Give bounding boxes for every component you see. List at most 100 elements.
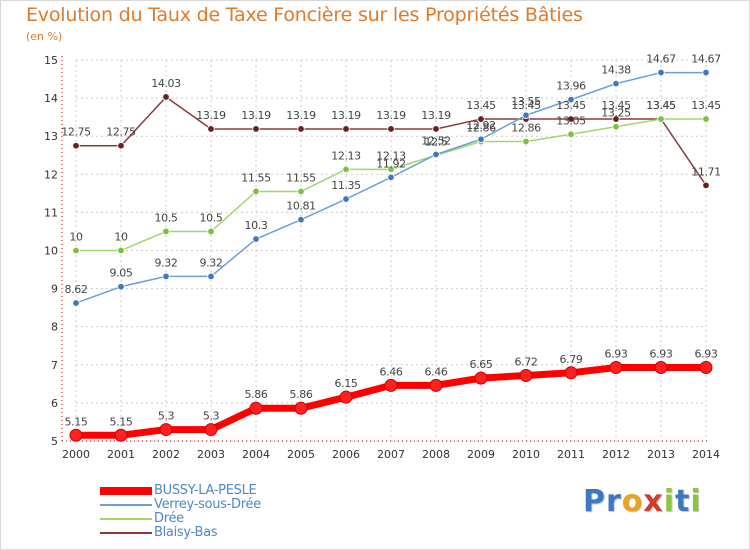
data-point-bussy-la-pesle [339,390,353,404]
data-point-bussy-la-pesle [294,401,308,415]
data-label-verrey-sous-dr-e: 10.81 [286,200,316,213]
data-label-blaisy-bas: 13.19 [421,109,451,122]
data-point-bussy-la-pesle [654,360,668,374]
data-label-bussy-la-pesle: 5.86 [290,388,313,401]
data-point-dr-e [702,115,710,123]
logo-letter-1: r [606,484,622,519]
data-point-blaisy-bas [252,125,260,133]
data-label-verrey-sous-dr-e: 12.52 [421,134,451,147]
proxiti-logo: Proxiti [583,484,702,519]
data-point-blaisy-bas [162,93,170,101]
data-point-dr-e [657,115,665,123]
data-point-blaisy-bas [297,125,305,133]
data-point-dr-e [162,227,170,236]
data-point-bussy-la-pesle [519,368,533,382]
data-label-verrey-sous-dr-e: 11.35 [331,179,361,192]
data-point-verrey-sous-dr-e [72,299,80,307]
y-tick-label: 8 [51,321,58,334]
data-point-bussy-la-pesle [114,428,128,442]
data-label-blaisy-bas: 14.03 [151,77,181,90]
data-point-blaisy-bas [117,142,125,150]
data-point-blaisy-bas [567,115,575,123]
data-label-verrey-sous-dr-e: 13.55 [511,95,541,108]
data-label-dr-e: 12.13 [376,149,406,162]
data-point-blaisy-bas [612,115,620,123]
data-label-bussy-la-pesle: 6.72 [515,355,538,368]
data-label-bussy-la-pesle: 6.65 [470,358,493,371]
y-tick-label: 6 [51,397,58,410]
x-tick-label: 2013 [647,448,675,461]
chart-title: Evolution du Taux de Taxe Foncière sur l… [26,4,583,26]
data-label-dr-e: 13.05 [556,114,586,127]
y-tick-label: 15 [44,54,58,67]
data-point-bussy-la-pesle [429,378,443,392]
data-label-verrey-sous-dr-e: 12.92 [466,119,496,132]
legend-label-bussy-la-pesle: BUSSY-LA-PESLE [154,483,257,498]
data-label-bussy-la-pesle: 6.46 [425,365,448,378]
y-tick-label: 11 [44,206,58,219]
data-label-verrey-sous-dr-e: 14.67 [646,53,676,66]
legend-swatch-blaisy-bas [100,532,152,534]
data-label-bussy-la-pesle: 5.86 [245,388,268,401]
data-point-dr-e [387,165,395,174]
x-tick-label: 2004 [242,448,270,461]
data-label-bussy-la-pesle: 6.93 [605,347,628,360]
data-label-dr-e: 11.55 [286,171,316,184]
data-label-dr-e: 10 [114,231,128,244]
x-tick-label: 2001 [107,448,135,461]
legend-label-dree: Drée [154,511,184,526]
data-label-dr-e: 13.45 [691,99,721,112]
data-label-blaisy-bas: 13.19 [376,109,406,122]
data-point-blaisy-bas [72,142,80,150]
data-label-verrey-sous-dr-e: 9.05 [110,267,133,280]
x-tick-label: 2003 [197,448,225,461]
x-tick-label: 2010 [512,448,540,461]
data-point-verrey-sous-dr-e [657,68,665,77]
data-label-verrey-sous-dr-e: 14.38 [601,64,631,77]
data-label-blaisy-bas: 12.75 [106,126,136,139]
data-point-bussy-la-pesle [69,428,83,442]
data-label-dr-e: 12.5 [425,135,448,148]
data-point-verrey-sous-dr-e [162,272,170,281]
data-label-dr-e: 10.5 [200,211,223,224]
logo-letter-3: x [643,484,664,519]
data-label-verrey-sous-dr-e: 11.92 [376,157,406,170]
data-point-blaisy-bas [477,115,485,123]
legend-swatch-verrey-sous-dree [100,504,152,506]
data-label-dr-e: 13.25 [601,107,631,120]
data-label-blaisy-bas: 13.45 [511,99,541,112]
data-label-blaisy-bas: 13.45 [556,99,586,112]
x-tick-label: 2006 [332,448,360,461]
data-label-dr-e: 10 [69,231,83,244]
x-tick-label: 2014 [692,448,720,461]
x-tick-label: 2000 [62,448,90,461]
data-point-bussy-la-pesle [609,360,623,374]
data-label-dr-e: 12.13 [331,149,361,162]
data-label-verrey-sous-dr-e: 10.3 [245,219,268,232]
data-point-verrey-sous-dr-e [702,68,710,77]
legend-swatch-dree [100,518,152,520]
data-label-verrey-sous-dr-e: 9.32 [155,256,178,269]
data-point-verrey-sous-dr-e [342,195,350,203]
data-point-bussy-la-pesle [699,360,713,374]
data-label-blaisy-bas: 13.19 [196,109,226,122]
data-label-bussy-la-pesle: 5.15 [110,415,133,428]
logo-letter-2: o [621,484,644,519]
legend-swatch-bussy-la-pesle [100,487,152,495]
data-point-bussy-la-pesle [249,401,263,415]
data-point-blaisy-bas [387,125,395,133]
data-label-dr-e: 13.45 [646,99,676,112]
logo-letter-5: t [675,484,691,519]
data-label-blaisy-bas: 13.45 [601,99,631,112]
data-point-dr-e [207,227,215,236]
x-tick-label: 2009 [467,448,495,461]
data-label-blaisy-bas: 13.45 [646,99,676,112]
data-point-dr-e [117,246,125,255]
data-point-dr-e [522,137,530,146]
data-point-verrey-sous-dr-e [297,215,305,224]
x-tick-label: 2002 [152,448,180,461]
data-label-verrey-sous-dr-e: 9.32 [200,256,223,269]
data-point-verrey-sous-dr-e [387,173,395,182]
logo-letter-4: i [663,484,676,519]
